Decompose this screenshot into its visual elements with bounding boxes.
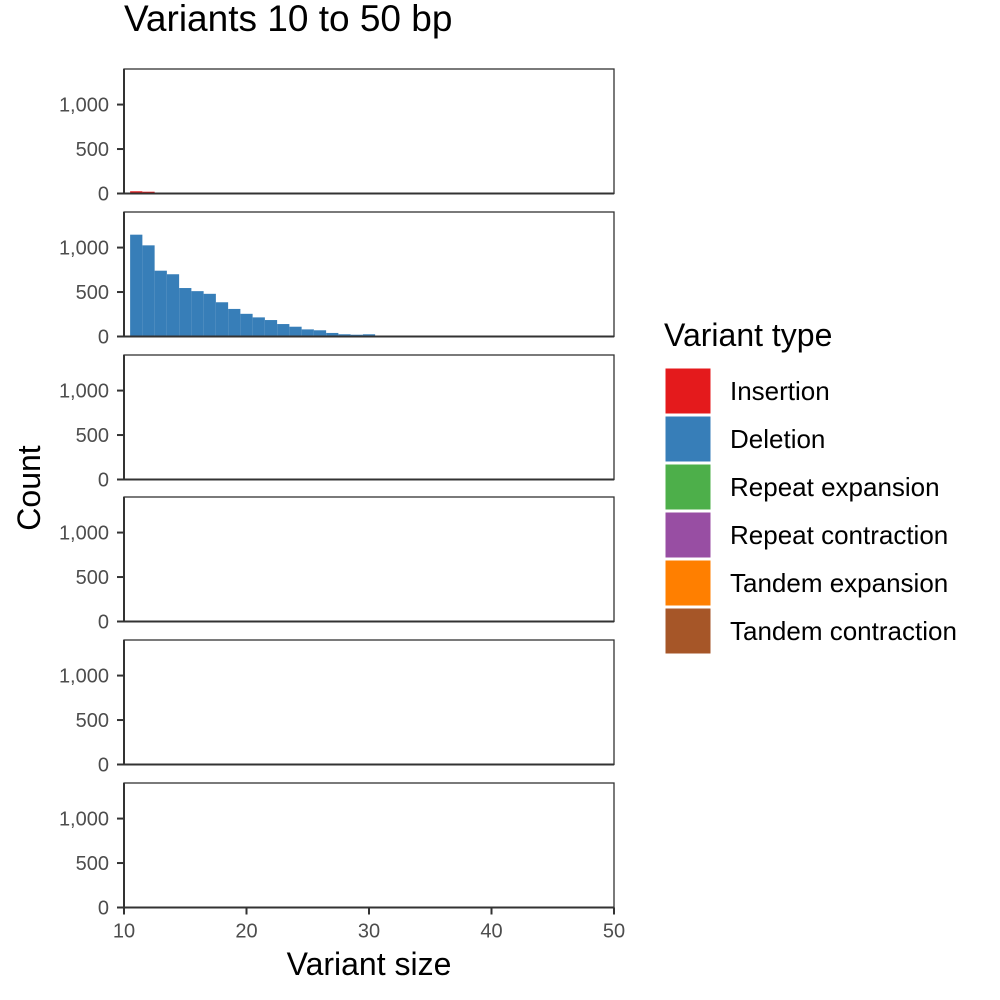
- histogram-bar: [277, 324, 290, 337]
- legend-label: Tandem expansion: [730, 568, 948, 598]
- x-tick-label: 50: [603, 921, 625, 943]
- histogram-bar: [154, 270, 167, 337]
- histogram-bar: [240, 313, 253, 337]
- panel-repeat-expansion: 0 500 1,000: [59, 354, 615, 492]
- y-tick-label: 500: [76, 425, 109, 447]
- legend-swatch: [664, 559, 712, 607]
- histogram-bar: [326, 332, 339, 337]
- histogram-bar: [313, 330, 327, 337]
- y-tick-label: 0: [98, 327, 109, 349]
- histogram-bar: [203, 293, 216, 337]
- legend-swatch: [664, 607, 712, 655]
- legend-swatch: [664, 367, 712, 415]
- panel-tandem-expansion: 0 500 1,000: [59, 639, 615, 777]
- histogram-bar: [362, 334, 376, 337]
- panel-deletion: 0 500 1,000: [59, 211, 615, 349]
- histogram-bar: [301, 329, 314, 337]
- y-tick-label: 500: [76, 282, 109, 304]
- histogram-bar: [228, 308, 241, 337]
- panel-border: [123, 354, 615, 481]
- y-tick-label: 1,000: [59, 381, 109, 403]
- panel-tandem-contraction: 0 500 1,000: [59, 782, 615, 920]
- legend-swatch: [664, 415, 712, 463]
- chart-title: Variants 10 to 50 bp: [124, 0, 452, 39]
- histogram-bar: [130, 191, 143, 194]
- histogram-bar: [191, 291, 204, 337]
- panel-border: [123, 68, 615, 195]
- y-tick-label: 0: [98, 612, 109, 634]
- histogram-bar: [252, 317, 265, 337]
- legend-items: Insertion Deletion Repeat expansion Repeat …: [664, 367, 957, 655]
- histogram-bar: [179, 288, 192, 337]
- panel-repeat-contraction: 0 500 1,000: [59, 496, 615, 634]
- legend-label: Insertion: [730, 376, 830, 406]
- y-tick-label: 1,000: [59, 238, 109, 260]
- histogram-bar: [142, 245, 155, 337]
- legend-label: Repeat expansion: [730, 472, 940, 502]
- histogram-bar: [166, 274, 180, 337]
- legend-swatch: [664, 463, 712, 511]
- legend-label: Deletion: [730, 424, 825, 454]
- legend: Variant type Insertion Deletion Repeat exp…: [664, 317, 957, 655]
- histogram-bar: [264, 320, 278, 337]
- histogram-bar: [289, 326, 302, 337]
- histogram-bar: [130, 234, 143, 337]
- y-tick-label: 1,000: [59, 95, 109, 117]
- x-tick-label: 20: [235, 921, 257, 943]
- panel-border: [123, 782, 615, 909]
- x-tick-label: 10: [113, 921, 135, 943]
- y-tick-label: 0: [98, 755, 109, 777]
- legend-swatch: [664, 511, 712, 559]
- histogram-bar: [215, 302, 229, 337]
- x-tick-label: 40: [480, 921, 502, 943]
- y-tick-label: 500: [76, 710, 109, 732]
- y-tick-label: 0: [98, 184, 109, 206]
- y-tick-label: 0: [98, 898, 109, 920]
- y-tick-label: 0: [98, 470, 109, 492]
- y-tick-label: 1,000: [59, 666, 109, 688]
- legend-label: Tandem contraction: [730, 616, 957, 646]
- y-tick-label: 500: [76, 853, 109, 875]
- x-axis: 10 20 30 40 50: [113, 907, 625, 943]
- y-tick-label: 1,000: [59, 523, 109, 545]
- x-axis-title: Variant size: [287, 946, 452, 982]
- panels: 0 500 1,000 0 500 1,000 0 500 1,000 0 500 1,000 0 500…: [59, 68, 615, 920]
- panel-border: [123, 496, 615, 623]
- panel-border: [123, 639, 615, 766]
- panel-insertion: 0 500 1,000: [59, 68, 615, 206]
- y-axis-title: Count: [11, 445, 47, 531]
- histogram-bar: [338, 334, 351, 337]
- y-tick-label: 1,000: [59, 809, 109, 831]
- legend-label: Repeat contraction: [730, 520, 948, 550]
- legend-title: Variant type: [664, 317, 832, 353]
- y-tick-label: 500: [76, 139, 109, 161]
- y-tick-label: 500: [76, 567, 109, 589]
- x-tick-label: 30: [358, 921, 380, 943]
